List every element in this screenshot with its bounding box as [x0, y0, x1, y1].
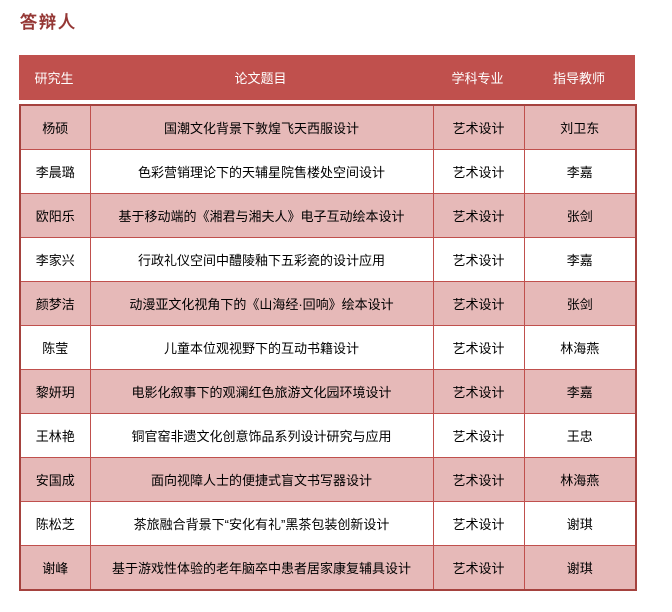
thesis-title-cell: 面向视障人士的便捷式盲文书写器设计	[89, 457, 434, 502]
major-cell: 艺术设计	[432, 193, 525, 238]
thesis-title-cell: 基于移动端的《湘君与湘夫人》电子互动绘本设计	[89, 193, 434, 238]
column-header-student: 研究生	[34, 71, 74, 86]
column-header-thesis-title: 论文题目	[234, 71, 287, 86]
student-cell: 李家兴	[19, 237, 91, 282]
thesis-title-cell: 动漫亚文化视角下的《山海经·回响》绘本设计	[89, 281, 434, 326]
major-cell: 艺术设计	[432, 457, 525, 502]
advisor-cell: 张剑	[523, 281, 637, 326]
table-row: 李晨璐 色彩营销理论下的天辅星院售楼处空间设计 艺术设计 李嘉	[19, 149, 637, 194]
page-title: 答辩人	[20, 13, 77, 32]
advisor-cell: 王忠	[523, 413, 637, 458]
major-cell: 艺术设计	[432, 413, 525, 458]
table-row: 陈莹 儿童本位观视野下的互动书籍设计 艺术设计 林海燕	[19, 325, 637, 370]
thesis-title-cell: 茶旅融合背景下“安化有礼”黑茶包装创新设计	[89, 501, 434, 546]
table-row: 杨硕 国潮文化背景下敦煌飞天西服设计 艺术设计 刘卫东	[19, 104, 637, 150]
major-cell: 艺术设计	[432, 149, 525, 194]
table-body: 杨硕 国潮文化背景下敦煌飞天西服设计 艺术设计 刘卫东 李晨璐 色彩营销理论下的…	[19, 104, 637, 591]
student-cell: 颜梦洁	[19, 281, 91, 326]
student-cell: 杨硕	[19, 104, 91, 150]
thesis-title-cell: 行政礼仪空间中醴陵釉下五彩瓷的设计应用	[89, 237, 434, 282]
major-cell: 艺术设计	[432, 237, 525, 282]
advisor-cell: 李嘉	[523, 149, 637, 194]
table-body-grid: 杨硕 国潮文化背景下敦煌飞天西服设计 艺术设计 刘卫东 李晨璐 色彩营销理论下的…	[19, 104, 637, 591]
major-cell: 艺术设计	[432, 501, 525, 546]
thesis-title-cell: 儿童本位观视野下的互动书籍设计	[89, 325, 434, 370]
table-header-row: 研究生 论文题目 学科专业 指导教师	[19, 55, 635, 100]
thesis-title-cell: 色彩营销理论下的天辅星院售楼处空间设计	[89, 149, 434, 194]
table-row: 颜梦洁 动漫亚文化视角下的《山海经·回响》绘本设计 艺术设计 张剑	[19, 281, 637, 326]
advisor-cell: 林海燕	[523, 325, 637, 370]
thesis-title-cell: 基于游戏性体验的老年脑卒中患者居家康复辅具设计	[89, 545, 434, 591]
table-row: 李家兴 行政礼仪空间中醴陵釉下五彩瓷的设计应用 艺术设计 李嘉	[19, 237, 637, 282]
major-cell: 艺术设计	[432, 369, 525, 414]
major-cell: 艺术设计	[432, 281, 525, 326]
advisor-cell: 刘卫东	[523, 104, 637, 150]
thesis-title-cell: 国潮文化背景下敦煌飞天西服设计	[89, 104, 434, 150]
table-row: 谢峰 基于游戏性体验的老年脑卒中患者居家康复辅具设计 艺术设计 谢琪	[19, 545, 637, 591]
table-row: 黎妍玥 电影化叙事下的观澜红色旅游文化园环境设计 艺术设计 李嘉	[19, 369, 637, 414]
advisor-cell: 谢琪	[523, 545, 637, 591]
student-cell: 安国成	[19, 457, 91, 502]
table-row: 王林艳 铜官窑非遗文化创意饰品系列设计研究与应用 艺术设计 王忠	[19, 413, 637, 458]
advisor-cell: 李嘉	[523, 369, 637, 414]
student-cell: 黎妍玥	[19, 369, 91, 414]
advisor-cell: 林海燕	[523, 457, 637, 502]
major-cell: 艺术设计	[432, 325, 525, 370]
advisor-cell: 谢琪	[523, 501, 637, 546]
student-cell: 李晨璐	[19, 149, 91, 194]
table-row: 安国成 面向视障人士的便捷式盲文书写器设计 艺术设计 林海燕	[19, 457, 637, 502]
student-cell: 王林艳	[19, 413, 91, 458]
thesis-title-cell: 铜官窑非遗文化创意饰品系列设计研究与应用	[89, 413, 434, 458]
student-cell: 欧阳乐	[19, 193, 91, 238]
column-header-advisor: 指导教师	[552, 71, 605, 86]
student-cell: 陈莹	[19, 325, 91, 370]
advisor-cell: 李嘉	[523, 237, 637, 282]
advisor-cell: 张剑	[523, 193, 637, 238]
table-row: 陈松芝 茶旅融合背景下“安化有礼”黑茶包装创新设计 艺术设计 谢琪	[19, 501, 637, 546]
column-header-major: 学科专业	[451, 71, 504, 86]
student-cell: 谢峰	[19, 545, 91, 591]
student-cell: 陈松芝	[19, 501, 91, 546]
major-cell: 艺术设计	[432, 104, 525, 150]
defense-table: 研究生 论文题目 学科专业 指导教师 杨硕 国潮文化背景下敦煌飞天西服设计 艺术…	[19, 55, 637, 591]
table-row: 欧阳乐 基于移动端的《湘君与湘夫人》电子互动绘本设计 艺术设计 张剑	[19, 193, 637, 238]
major-cell: 艺术设计	[432, 545, 525, 591]
thesis-title-cell: 电影化叙事下的观澜红色旅游文化园环境设计	[89, 369, 434, 414]
